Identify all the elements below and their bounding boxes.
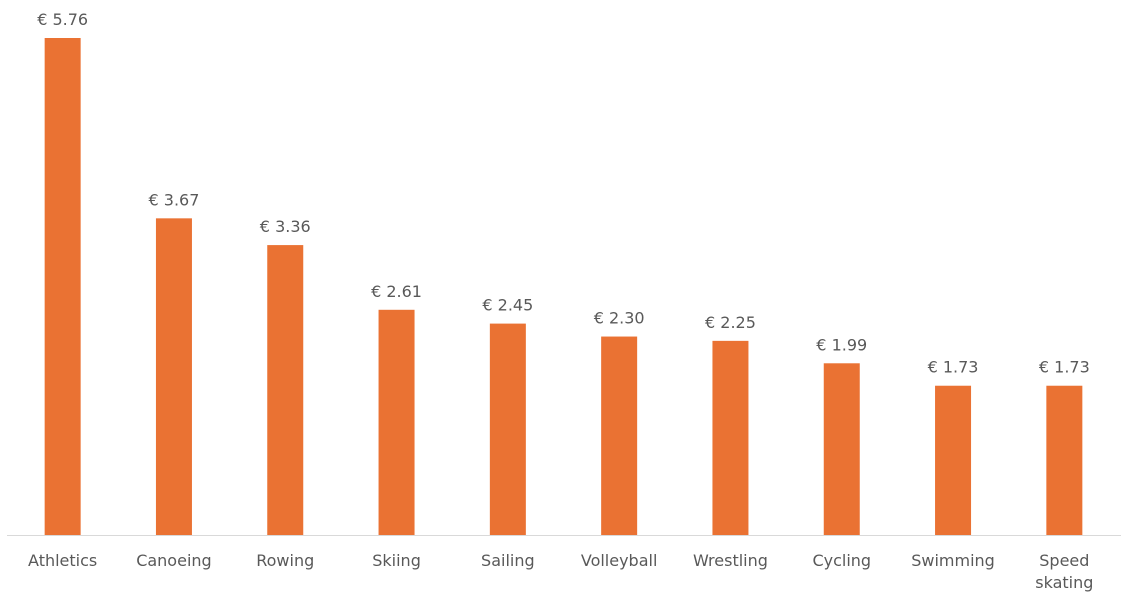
bar xyxy=(267,245,304,536)
x-tick-label: Rowing xyxy=(256,551,315,570)
value-label: € 2.30 xyxy=(594,309,645,328)
x-tick-label: Swimming xyxy=(911,551,995,570)
bar xyxy=(378,309,415,535)
x-tick-label: Canoeing xyxy=(136,551,212,570)
x-tick-label: Sailing xyxy=(481,551,535,570)
x-tick-label: Athletics xyxy=(28,551,98,570)
bar xyxy=(489,323,526,535)
value-label: € 1.99 xyxy=(816,335,867,354)
bar xyxy=(601,336,638,535)
bar xyxy=(155,218,192,535)
bar xyxy=(823,363,860,535)
x-tick-label: Wrestling xyxy=(692,551,768,570)
bar xyxy=(712,340,749,535)
value-label: € 2.45 xyxy=(482,296,533,315)
value-label: € 2.25 xyxy=(705,313,756,332)
value-label: € 3.36 xyxy=(260,217,311,236)
value-label: € 2.61 xyxy=(371,282,422,301)
x-tick-label: Cycling xyxy=(812,551,872,570)
x-tick-label: Volleyball xyxy=(580,551,658,570)
value-label: € 3.67 xyxy=(149,190,200,209)
x-tick-label: Speed skating xyxy=(1035,551,1094,592)
value-label: € 1.73 xyxy=(928,358,979,377)
bar xyxy=(935,385,972,535)
value-label: € 5.76 xyxy=(37,10,88,29)
x-tick-label: Skiing xyxy=(372,551,421,570)
bar xyxy=(1046,385,1083,535)
bar xyxy=(44,38,81,535)
value-label: € 1.73 xyxy=(1039,358,1090,377)
